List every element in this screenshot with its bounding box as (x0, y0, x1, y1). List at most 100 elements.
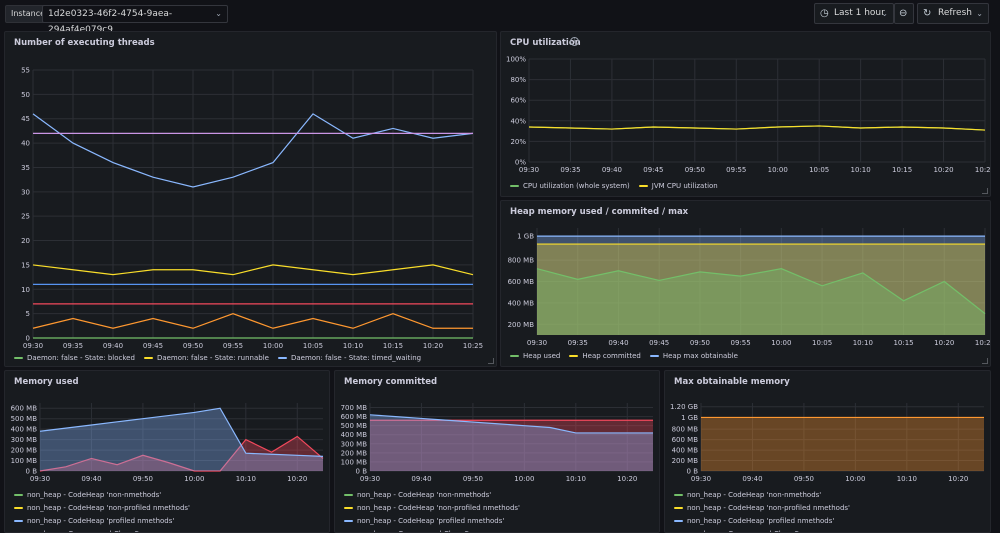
legend-swatch (277, 357, 287, 359)
series-area (537, 236, 985, 335)
panel-max-obtainable-memory[interactable]: Max obtainable memory 0 B 200 MB 400 MB 600… (664, 370, 991, 533)
series-area (701, 417, 984, 471)
legend-item[interactable]: JVM CPU utilization (638, 180, 718, 193)
legend-item[interactable]: CPU utilization (whole system) (510, 180, 630, 193)
panel-memory-used[interactable]: Memory used 0 B 100 MB 200 MB 300 MB 400 MB 5… (4, 370, 330, 533)
legend-item[interactable]: Daemon: true - State: timed_waiting (274, 365, 415, 366)
legend-item[interactable]: Heap committed (569, 350, 641, 363)
panel-number-of-executing-threads[interactable]: Number of executing threads 0 5 10 15 20 25 30… (4, 31, 497, 367)
resize-handle[interactable] (982, 358, 988, 364)
y-tick-label: 400 MB (11, 426, 38, 434)
chevron-down-icon: ⌄ (215, 9, 222, 18)
legend-item[interactable]: non_heap - CodeHeap 'profiled nmethods' (344, 515, 504, 528)
x-tick-label: 09:55 (223, 342, 243, 350)
legend-item[interactable]: Daemon: false - State: waiting (14, 365, 133, 366)
y-tick-label: 400 MB (672, 447, 699, 455)
zoom-out-button[interactable]: ⊖ (894, 3, 914, 24)
legend-item[interactable]: non_heap - CodeHeap 'non-nmethods' (344, 489, 491, 502)
x-tick-label: 09:45 (643, 166, 663, 174)
series-line (32, 312, 473, 329)
legend-item[interactable]: non_heap - CodeHeap 'profiled nmethods' (674, 515, 834, 528)
x-tick-label: 09:30 (691, 475, 711, 483)
legend-label: CPU utilization (whole system) (523, 182, 630, 190)
chevron-down-icon: ⌄ (881, 9, 888, 18)
legend-item[interactable]: non_heap - CodeHeap 'non-nmethods' (14, 489, 161, 502)
info-icon[interactable]: i (570, 37, 579, 46)
panel-heap-memory[interactable]: Heap memory used / commited / max 200 MB… (500, 200, 991, 367)
series-area (537, 244, 985, 335)
y-tick-label: 80% (510, 76, 526, 84)
panel-title: Max obtainable memory (674, 377, 790, 387)
x-tick-label: 10:10 (897, 475, 917, 483)
legend-item[interactable]: Daemon: true - State: runnable (142, 365, 265, 366)
legend-item[interactable]: non_heap - CodeHeap 'non-profiled nmetho… (344, 502, 520, 515)
y-tick-label: 100% (506, 56, 526, 64)
legend-label: Heap max obtainable (662, 352, 738, 360)
x-tick-label: 09:55 (726, 166, 746, 174)
legend-swatch (14, 520, 23, 522)
x-tick-label: 10:10 (566, 475, 586, 483)
x-tick-label: 09:50 (794, 475, 814, 483)
y-tick-label: 35 (21, 164, 30, 172)
y-tick-label: 25 (21, 213, 30, 221)
y-tick-label: 55 (21, 67, 30, 75)
legend-label: JVM CPU utilization (651, 182, 718, 190)
legend-item[interactable]: non_heap - CodeHeap 'non-profiled nmetho… (674, 502, 850, 515)
instance-select[interactable]: 1d2e0323-46f2-4754-9aea-294af4e079c9 ⌄ (42, 5, 228, 35)
resize-handle[interactable] (488, 358, 494, 364)
legend-item[interactable]: Heap max obtainable (649, 350, 738, 363)
time-range-picker[interactable]: ◷ Last 1 hour ⌄ (814, 3, 894, 24)
heap-legend: Heap used Heap committed Heap max obtainab… (510, 350, 980, 363)
x-tick-label: 10:10 (236, 475, 256, 483)
y-tick-label: 200 MB (508, 321, 535, 329)
legend-label: non_heap - CodeHeap 'non-nmethods' (357, 491, 492, 499)
x-tick-label: 09:30 (23, 342, 43, 350)
x-tick-label: 10:00 (771, 339, 791, 347)
legend-label: non_heap - CodeHeap 'non-profiled nmetho… (27, 504, 190, 512)
y-tick-label: 600 MB (11, 405, 38, 413)
x-tick-label: 09:50 (690, 339, 710, 347)
legend-label: non_heap - Compressed Class Space (27, 530, 156, 532)
legend-item[interactable]: non_heap - Compressed Class Space (674, 528, 816, 532)
legend-swatch (569, 355, 579, 357)
x-tick-label: 09:45 (649, 339, 669, 347)
legend-item[interactable]: Daemon: false - State: timed_waiting (277, 352, 421, 365)
resize-handle[interactable] (982, 188, 988, 194)
legend-item[interactable]: non_heap - Compressed Class Space (14, 528, 156, 532)
x-tick-label: 09:30 (519, 166, 539, 174)
legend-swatch (143, 357, 153, 359)
dashboard-toolbar: Instance 1d2e0323-46f2-4754-9aea-294af4e… (0, 0, 1000, 35)
legend-label: Daemon: false - State: blocked (27, 354, 135, 362)
legend-label: Heap committed (582, 352, 641, 360)
legend-item[interactable]: non_heap - Compressed Class Space (344, 528, 486, 532)
legend-item[interactable]: Daemon: false - State: blocked (14, 352, 135, 365)
legend-label: Daemon: false - State: runnable (156, 354, 269, 362)
y-tick-label: 600 MB (672, 436, 699, 444)
legend-item[interactable]: non_heap - CodeHeap 'profiled nmethods' (14, 515, 174, 528)
x-tick-label: 10:05 (812, 339, 832, 347)
legend-item[interactable]: non_heap - CodeHeap 'non-nmethods' (674, 489, 821, 502)
x-tick-label: 10:20 (287, 475, 307, 483)
series-area (40, 436, 323, 471)
panel-title: Heap memory used / commited / max (510, 207, 689, 217)
x-tick-label: 10:15 (893, 339, 913, 347)
clock-icon: ◷ (820, 8, 829, 19)
refresh-button[interactable]: ↻ Refresh ⌄ (917, 3, 989, 24)
x-tick-label: 10:20 (423, 342, 443, 350)
x-tick-label: 10:25 (975, 339, 991, 347)
x-tick-label: 09:55 (731, 339, 751, 347)
panel-cpu-utilization[interactable]: CPU utilization i 0% 20% 40% 60% 80% 100% 09:3… (500, 31, 991, 197)
x-tick-label: 09:40 (608, 339, 628, 347)
y-tick-label: 5 (26, 310, 30, 318)
x-tick-label: 10:15 (383, 342, 403, 350)
y-tick-label: 0% (515, 159, 526, 167)
legend-item[interactable]: non_heap - CodeHeap 'non-profiled nmetho… (14, 502, 190, 515)
legend-swatch (14, 507, 23, 509)
legend-label: non_heap - CodeHeap 'non-profiled nmetho… (357, 504, 520, 512)
legend-item[interactable]: Heap used (510, 350, 560, 363)
legend-item[interactable]: Daemon: false - State: runnable (143, 352, 269, 365)
panel-memory-committed[interactable]: Memory committed 0 B 100 MB 200 MB 300 MB 40… (334, 370, 660, 533)
threads-chart: 0 5 10 15 20 25 30 35 40 45 50 55 09:30 09:35 09:40 09:… (21, 67, 483, 351)
y-tick-label: 40% (510, 117, 526, 125)
y-tick-label: 700 MB (341, 404, 368, 412)
